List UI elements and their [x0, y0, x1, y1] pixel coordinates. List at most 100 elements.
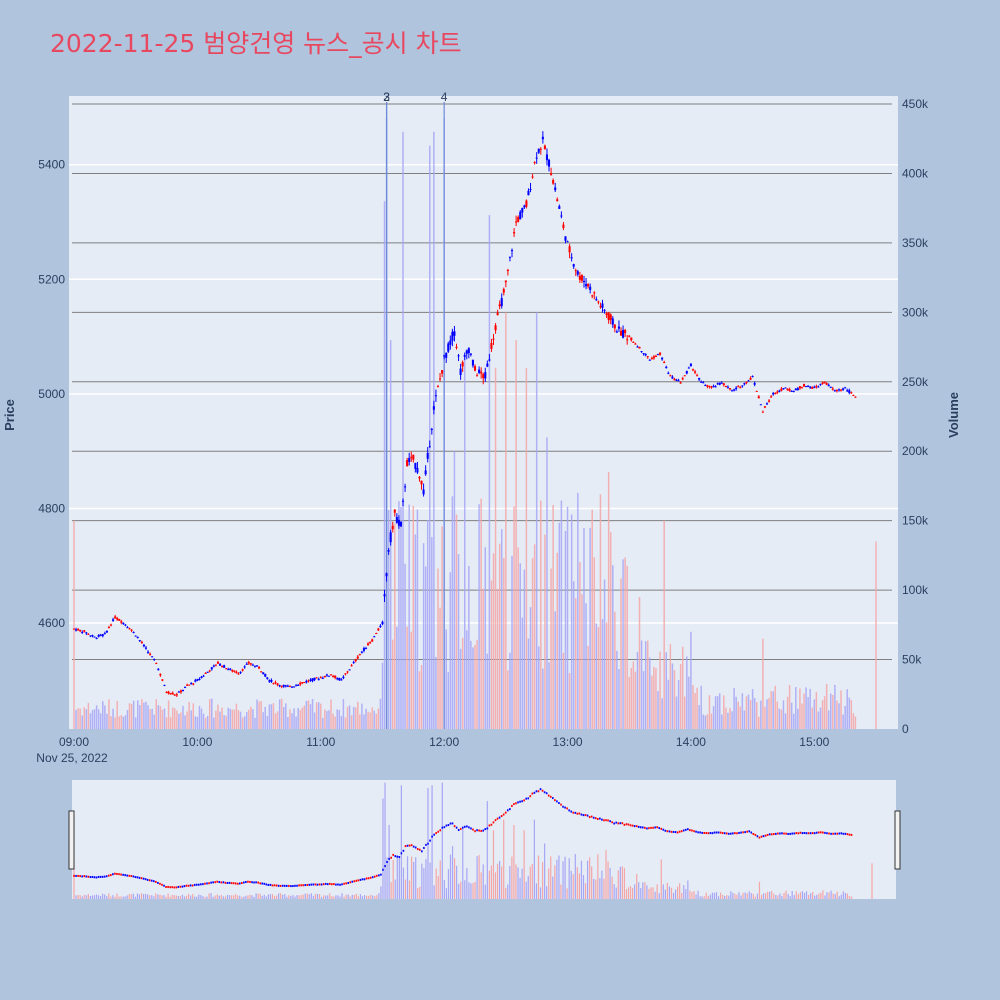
slider-volume-bar	[378, 893, 380, 899]
slider-candle	[750, 831, 753, 834]
candle-body	[679, 382, 682, 384]
slider-candle	[824, 831, 826, 834]
slider-volume-bar	[767, 891, 769, 899]
slider-volume-bar	[818, 893, 820, 899]
slider-volume-bar	[646, 885, 648, 899]
slider-candle	[373, 875, 376, 878]
slider-candle	[331, 883, 333, 886]
slider-candle	[689, 829, 691, 832]
slider-candle	[142, 877, 145, 880]
candle-body	[77, 629, 80, 631]
volume-bar	[379, 698, 382, 729]
candle-body	[229, 668, 232, 670]
candle-body	[642, 353, 645, 355]
candle-body	[231, 669, 234, 672]
volume-bar	[478, 504, 480, 729]
slider-candle	[419, 848, 421, 851]
candle-body	[216, 661, 219, 664]
volume-bar	[344, 717, 347, 729]
slider-volume-bar	[237, 895, 239, 899]
slider-volume-bar	[253, 896, 255, 899]
slider-volume-bar	[323, 895, 325, 899]
slider-volume-bar	[640, 887, 642, 899]
volume-bar	[558, 522, 561, 729]
slider-candle	[545, 792, 548, 795]
slider-handle-right[interactable]	[894, 810, 901, 870]
volume-bar	[89, 713, 92, 729]
slider-volume-bar	[758, 881, 761, 899]
slider-volume-bar	[81, 896, 83, 899]
slider-candle	[247, 880, 249, 883]
volume-bar	[698, 705, 700, 729]
slider-volume-bar	[566, 888, 568, 899]
volume-tick-label: 300k	[902, 305, 929, 319]
candle-body	[821, 382, 824, 384]
slider-volume-bar	[306, 893, 308, 899]
volume-bar	[735, 696, 737, 729]
candle-body	[469, 353, 472, 355]
volume-bar	[394, 523, 396, 729]
slider-volume-bar	[93, 895, 96, 899]
slider-candle	[296, 884, 298, 887]
volume-bar	[346, 706, 349, 729]
volume-bar	[297, 707, 299, 729]
slider-candle	[114, 872, 116, 875]
candle-body	[545, 154, 549, 161]
slider-candle	[265, 883, 268, 886]
volume-bar	[634, 671, 637, 729]
slider-volume-bar	[151, 895, 153, 899]
slider-volume-bar	[533, 819, 535, 899]
slider-candle	[343, 882, 345, 885]
x-tick-label: 13:00	[553, 735, 583, 749]
slider-volume-bar	[611, 876, 613, 899]
volume-bar	[603, 579, 606, 729]
slider-volume-bar	[765, 893, 767, 899]
slider-candle	[200, 883, 202, 886]
slider-candle	[770, 833, 773, 836]
candle-body	[274, 682, 277, 684]
slider-volume-bar	[490, 865, 493, 899]
candle-body	[800, 387, 804, 389]
slider-candle	[320, 883, 323, 886]
volume-bars	[73, 117, 877, 730]
slider-candle	[310, 883, 313, 886]
volume-bar	[494, 367, 497, 729]
volume-bar	[106, 713, 108, 729]
volume-bar	[245, 712, 248, 729]
slider-volume-bar	[347, 894, 349, 899]
candle-body	[607, 312, 610, 321]
slider-handle-left[interactable]	[68, 810, 75, 870]
candle-body	[753, 383, 756, 385]
candle-body	[570, 257, 573, 259]
candle-body	[397, 519, 400, 526]
volume-bar	[597, 627, 600, 729]
candle-body	[644, 354, 647, 356]
slider-candle	[439, 829, 442, 832]
slider-volume-bar	[769, 891, 771, 899]
slider-volume-bar	[681, 892, 683, 899]
slider-volume-bar	[376, 895, 378, 899]
candle-body	[582, 280, 586, 282]
slider-candle	[255, 881, 257, 884]
slider-volume-bar	[89, 896, 91, 899]
volume-bar	[688, 676, 690, 729]
candle-body	[809, 386, 812, 388]
slider-candle	[198, 883, 200, 886]
slider-candle	[324, 882, 327, 885]
volume-bar	[813, 699, 816, 729]
volume-bar	[572, 581, 575, 729]
slider-candle	[558, 802, 560, 805]
volume-bar	[507, 670, 509, 729]
slider-candle	[416, 848, 419, 851]
candle-body	[214, 664, 217, 666]
volume-bar	[486, 653, 489, 729]
candle-body	[788, 389, 791, 392]
volume-bar	[636, 652, 639, 729]
volume-bar	[513, 506, 515, 729]
slider-volume-bar	[157, 894, 159, 899]
slider-candle	[300, 884, 302, 887]
candle-body	[393, 509, 396, 513]
slider-volume-bar	[848, 895, 851, 899]
slider-volume-bar	[200, 895, 202, 899]
